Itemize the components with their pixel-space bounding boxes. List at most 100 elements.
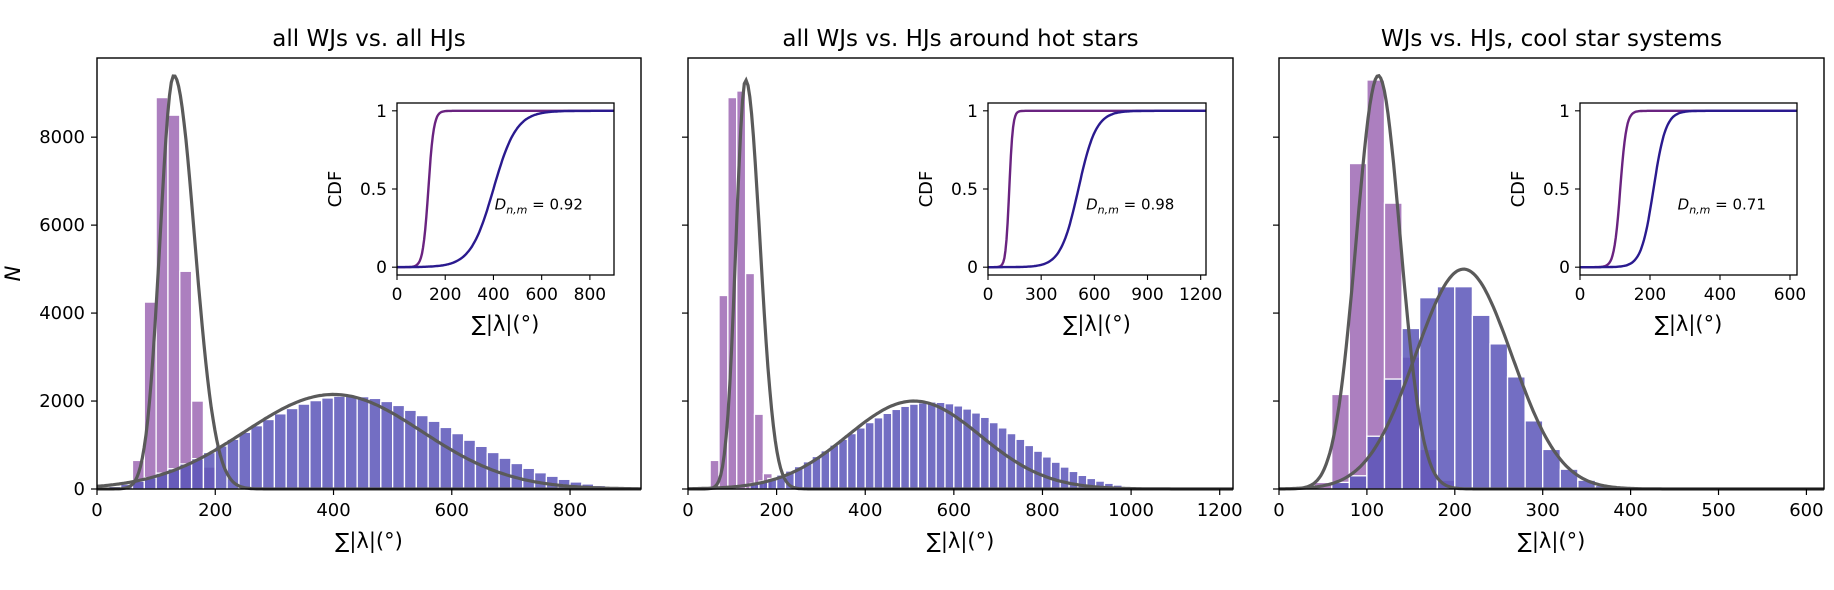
histogram-bar: [344, 395, 358, 490]
inset-y-axis-label: CDF: [916, 171, 937, 208]
histogram-bar: [179, 270, 193, 490]
histogram-bar: [753, 413, 764, 490]
histogram-bar: [380, 400, 394, 490]
inset-x-axis-label: ∑|λ|(°): [472, 312, 540, 337]
histogram-bar: [829, 444, 840, 490]
inset-x-tick-label: 0: [983, 285, 994, 305]
inset-cdf: 0 200 400 600 800 0 0.5 1 ∑|λ|(°) CDF Dn,m = 0.92: [325, 102, 615, 337]
x-tick-label: 800: [553, 500, 587, 521]
histogram-bar: [202, 451, 216, 490]
cdf-curve-2: [988, 109, 1206, 269]
histogram-bar: [1524, 420, 1544, 490]
histogram-bar: [462, 439, 477, 490]
inset-y-tick-label: 1: [1559, 102, 1570, 122]
histogram-bar: [250, 425, 264, 490]
inset-background: [988, 103, 1206, 275]
cdf-curve-2: [1580, 109, 1797, 269]
histogram-bar: [926, 401, 937, 490]
x-tick-label: 800: [1025, 500, 1059, 521]
inset-x-tick-label: 400: [477, 285, 509, 305]
x-tick-label: 600: [1789, 500, 1823, 521]
x-tick-label: 200: [1438, 500, 1472, 521]
histogram-bar: [997, 427, 1008, 490]
x-tick-label: 0: [682, 500, 693, 521]
inset-x-tick-label: 200: [1634, 285, 1666, 305]
x-tick-label: 100: [1350, 500, 1384, 521]
inset-x-tick-label: 600: [525, 285, 557, 305]
x-tick-label: 200: [198, 500, 232, 521]
y-tick-label: 4000: [39, 303, 85, 324]
histogram-bar: [1506, 376, 1526, 490]
y-axis-label: N: [1, 265, 25, 281]
x-axis-label: ∑|λ|(°): [1518, 529, 1586, 554]
x-axis-label: ∑|λ|(°): [335, 529, 403, 554]
histogram-bar: [935, 401, 946, 490]
histogram-bar: [908, 403, 920, 490]
histogram-bar: [1041, 456, 1052, 490]
inset-x-tick-label: 0: [392, 285, 403, 305]
histogram-bar: [332, 395, 346, 490]
histogram-bar: [970, 412, 982, 490]
histogram-bar: [891, 408, 902, 490]
histogram-bar: [1050, 461, 1061, 490]
x-tick-label: 600: [435, 500, 469, 521]
inset-x-axis-label: ∑|λ|(°): [1063, 312, 1131, 337]
inset-y-tick-label: 0: [376, 258, 387, 278]
inset-x-tick-label: 800: [574, 285, 606, 305]
inset-cdf: 0 200 400 600 0 0.5 1 ∑|λ|(°) CDF Dn,m = 0.71: [1508, 102, 1806, 337]
histogram-bar: [1068, 470, 1079, 490]
histogram-bar: [1471, 314, 1491, 490]
histogram-bar: [900, 405, 911, 490]
inset-y-tick-label: 1: [967, 102, 978, 122]
histogram-bar: [988, 421, 999, 490]
x-tick-label: 0: [91, 500, 102, 521]
inset-y-tick-label: 0: [967, 258, 978, 278]
histogram-bar: [744, 272, 756, 490]
inset-x-tick-label: 0: [1575, 285, 1586, 305]
x-tick-label: 200: [759, 500, 793, 521]
histogram-bar: [979, 416, 990, 490]
ks-statistic-label: Dn,m = 0.98: [1086, 196, 1174, 217]
series-1: [131, 96, 216, 490]
inset-x-tick-label: 200: [429, 285, 461, 305]
ks-statistic-label: Dn,m = 0.92: [495, 196, 583, 217]
y-tick-label: 0: [74, 479, 85, 500]
panel-title: all WJs vs. HJs around hot stars: [782, 26, 1138, 52]
histogram-bar: [1454, 286, 1474, 490]
histogram-bar: [356, 395, 370, 490]
histogram-bar: [855, 427, 866, 490]
ks-statistic-value: 0.92: [550, 196, 583, 214]
inset-y-axis-label: CDF: [325, 171, 346, 208]
histogram-bar: [167, 114, 181, 490]
x-tick-label: 1200: [1197, 500, 1243, 521]
inset-y-tick-label: 0.5: [1543, 180, 1570, 200]
inset-x-tick-label: 300: [1025, 285, 1057, 305]
x-tick-label: 400: [848, 500, 882, 521]
x-tick-label: 600: [937, 500, 971, 521]
inset-x-tick-label: 600: [1078, 285, 1110, 305]
histogram-bar: [238, 431, 252, 490]
histogram-bar: [1331, 393, 1350, 490]
histogram-bar: [368, 397, 382, 490]
histogram-bar: [1366, 79, 1386, 490]
y-tick-label: 8000: [39, 127, 85, 148]
inset-y-tick-label: 1: [376, 102, 387, 122]
histogram-bar: [873, 417, 884, 490]
axes-frame: [1278, 57, 1825, 490]
histogram-bar: [273, 413, 287, 490]
histogram-bar: [1059, 466, 1070, 490]
histogram-bar: [297, 403, 311, 490]
ks-statistic-label: Dn,m = 0.71: [1678, 196, 1766, 217]
x-tick-label: 0: [1273, 500, 1284, 521]
x-tick-label: 1000: [1108, 500, 1154, 521]
inset-y-tick-label: 0.5: [951, 180, 978, 200]
y-tick-label: 6000: [39, 215, 85, 236]
histogram-bar: [261, 418, 276, 490]
histogram-bar: [917, 402, 928, 490]
histogram-bar: [838, 438, 849, 490]
histogram-bar: [439, 426, 453, 490]
x-tick-label: 500: [1701, 500, 1735, 521]
